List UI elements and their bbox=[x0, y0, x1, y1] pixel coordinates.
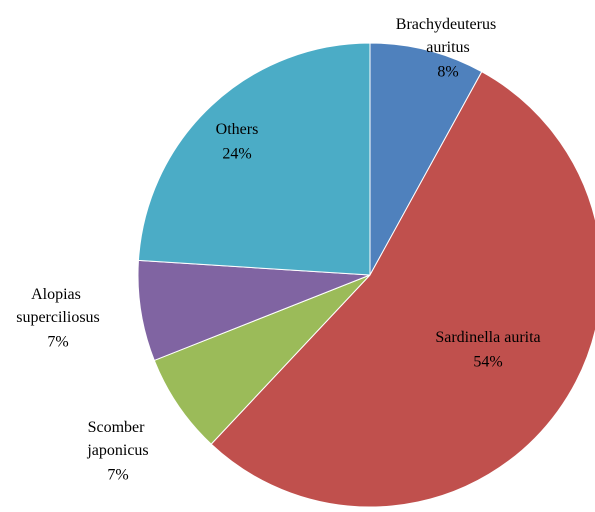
slice-label: Scomber japonicus bbox=[86, 419, 148, 459]
pie-slice bbox=[153, 274, 371, 445]
slice-percent: 8% bbox=[437, 64, 458, 81]
slice-label: Alopias superciliosus bbox=[16, 286, 100, 326]
pie-slice bbox=[210, 71, 595, 508]
slice-percent: 24% bbox=[222, 146, 251, 163]
slice-percent: 7% bbox=[47, 334, 68, 351]
slice-percent: 54% bbox=[473, 354, 502, 371]
slice-label: Brachydeuterus auritus bbox=[396, 16, 500, 56]
pie-slice bbox=[137, 42, 371, 276]
slice-percent: 7% bbox=[107, 467, 128, 484]
slice-label: Others bbox=[216, 121, 259, 138]
slice-label: Sardinella aurita bbox=[435, 329, 540, 346]
pie-slice bbox=[137, 259, 371, 362]
pie-slice bbox=[369, 42, 483, 276]
